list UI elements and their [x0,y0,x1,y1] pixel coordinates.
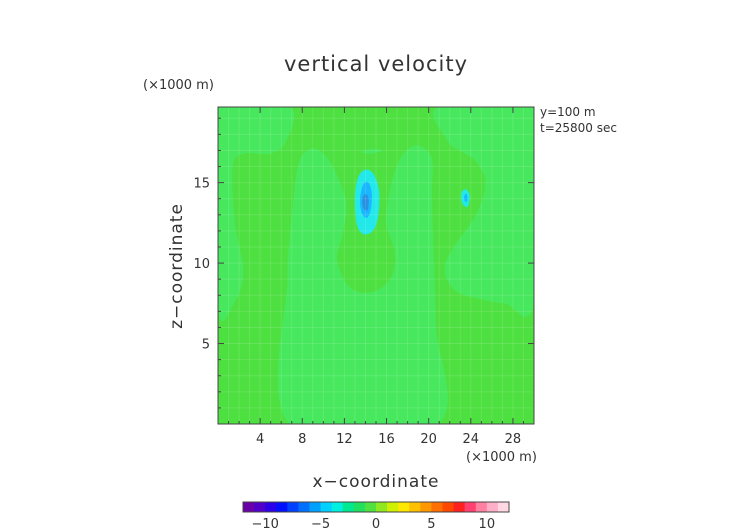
colorbar-swatch [431,502,443,512]
colorbar-frame [242,501,510,513]
colorbar-swatch [287,502,299,512]
colorbar-swatch [298,502,310,512]
x-axis-ticks: 4 8 12 16 20 24 28 [228,107,524,447]
x-tick-label: 24 [463,432,480,447]
small-updraft-region [361,148,383,154]
colorbar-swatch [387,502,399,512]
colorbar-swatch [309,502,321,512]
colorbar-swatch [497,502,510,512]
colorbar-swatch [276,502,288,512]
info-line-y: y=100 m [540,105,596,119]
right-updraft-region [432,107,534,317]
colorbar-swatch [475,502,488,512]
central-updraft-region [278,145,448,424]
y-axis-label: z−coordinate [167,203,187,329]
colorbar [242,501,510,513]
colorbar-swatch [265,502,277,512]
colorbar-swatch [486,502,499,512]
left-updraft-region [218,107,295,322]
colorbar-tick-label: 5 [427,517,435,532]
colorbar-tick-label: 10 [479,517,496,532]
y-tick-label: 15 [193,177,210,192]
contour-regions [218,107,534,424]
y-tick-label: 10 [193,257,210,272]
colorbar-swatch [442,502,454,512]
colorbar-swatch [331,502,344,512]
colorbar-swatch [353,502,366,512]
plot-area [218,107,534,424]
y-unit-label: (×1000 m) [143,78,214,93]
downdraft-core-region [362,193,369,211]
y-tick-label: 5 [202,338,210,353]
x-tick-label: 12 [336,432,353,447]
colorbar-swatch [420,502,432,512]
x-unit-label: (×1000 m) [466,450,537,465]
colorbar-swatch [376,502,388,512]
right-downdraft-inner-region [464,193,468,202]
x-tick-label: 20 [420,432,437,447]
grid-lines [218,107,534,424]
x-axis-label: x−coordinate [313,472,440,492]
x-tick-label: 16 [378,432,395,447]
colorbar-tick-label: 0 [372,517,380,532]
info-line-time: t=25800 sec [540,121,617,135]
colorbar-swatch [464,502,477,512]
x-tick-label: 4 [256,432,264,447]
colorbar-swatch [453,502,466,512]
y-axis-ticks: 5 10 15 [193,117,534,409]
x-tick-label: 28 [505,432,522,447]
colorbar-ticks: −10 −5 0 5 10 [251,517,495,532]
colorbar-swatch [320,502,333,512]
info-block: y=100 m t=25800 sec [540,105,617,135]
colorbar-tick-label: −5 [311,517,330,532]
x-tick-label: 8 [298,432,306,447]
colorbar-swatch [398,502,410,512]
colorbar-swatch [254,502,266,512]
colorbar-swatch [364,502,377,512]
chart-title: vertical velocity [284,52,468,76]
colorbar-swatch [243,502,255,512]
colorbar-swatch [409,502,421,512]
colorbar-tick-label: −10 [251,517,278,532]
colorbar-swatch [342,502,355,512]
